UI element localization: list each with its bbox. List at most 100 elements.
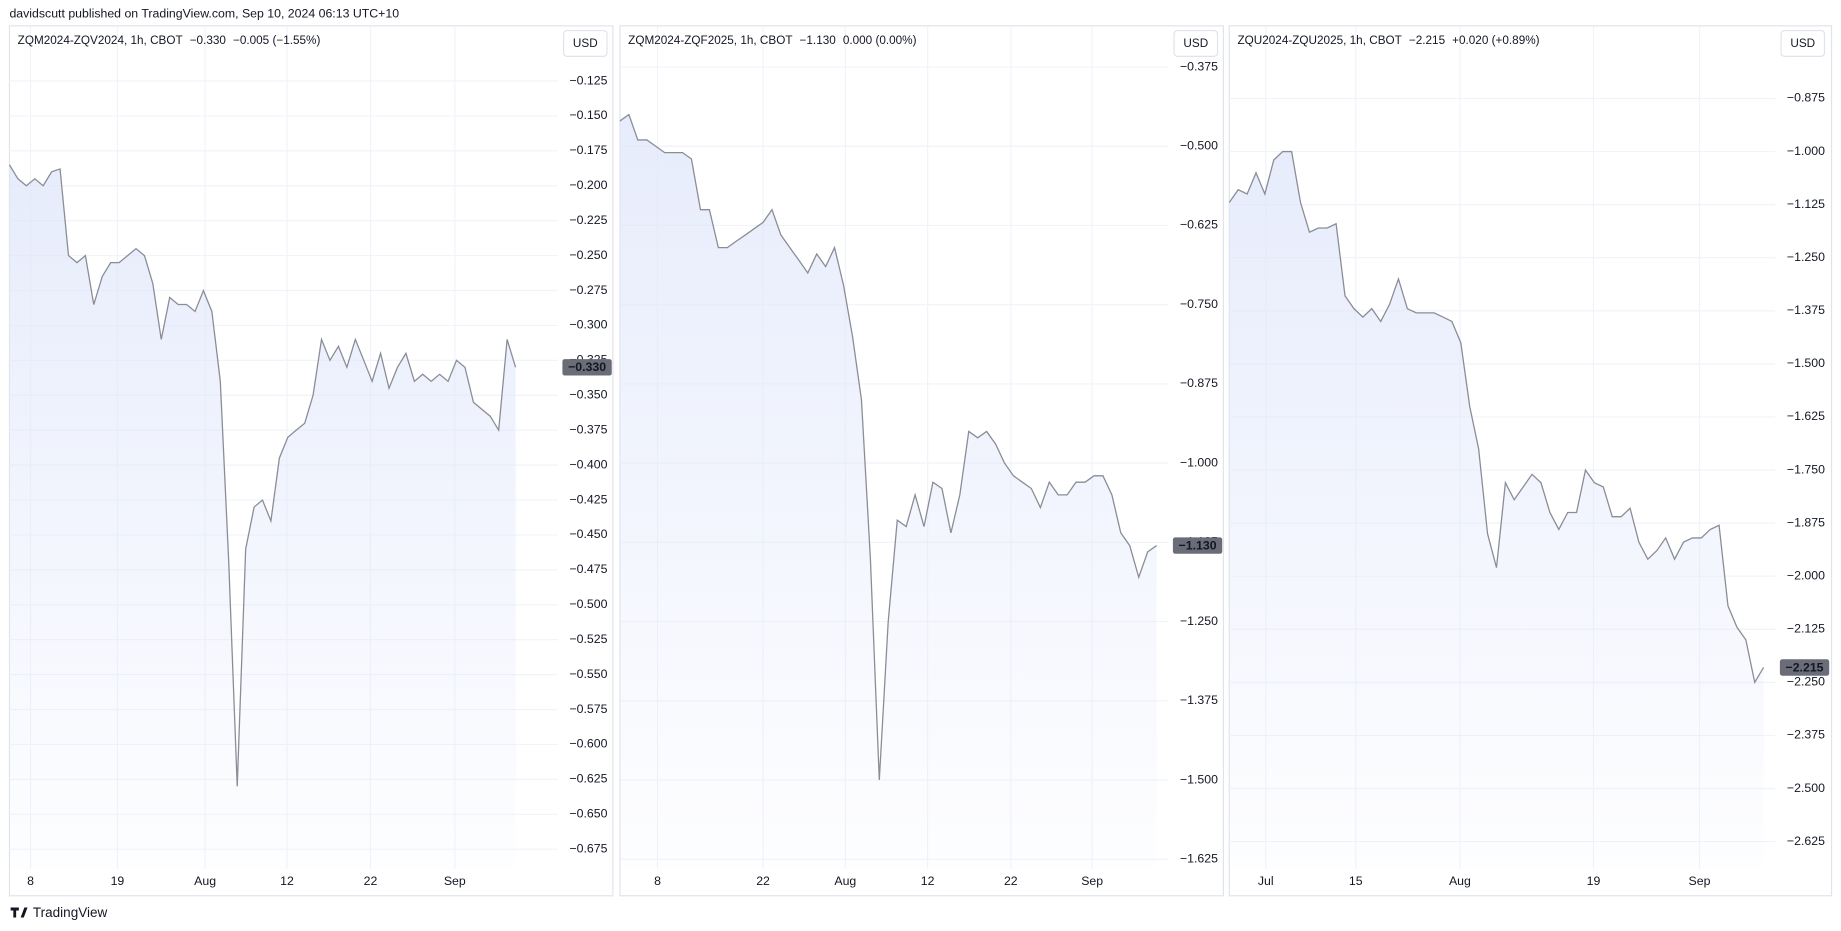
y-tick-label: −0.125 [569, 73, 607, 87]
y-tick-label: −0.475 [569, 562, 607, 576]
y-tick-label: −0.350 [569, 388, 607, 402]
x-tick-label: Sep [1081, 874, 1103, 888]
x-tick-label: 15 [1349, 874, 1363, 888]
y-tick-label: −0.450 [569, 527, 607, 541]
y-tick-label: −0.425 [569, 492, 607, 506]
y-tick-label: −1.625 [1787, 409, 1825, 423]
brand-name: TradingView [33, 905, 108, 920]
y-tick-label: −0.675 [569, 841, 607, 855]
x-tick-label: Aug [1449, 874, 1471, 888]
currency-button [1780, 29, 1826, 57]
legend-change: −0.005 (−1.55%) [233, 34, 321, 47]
y-tick-label: −0.650 [569, 807, 607, 821]
y-tick-label: −0.250 [569, 248, 607, 262]
y-tick-label: −0.875 [1180, 376, 1218, 390]
chart-panel: −0.375 −0.500 −0.625 −0.750 −0.875 −1.000 −1.1… [619, 25, 1224, 897]
price-badge-label: −0.330 [568, 360, 606, 374]
y-tick-label: −2.000 [1787, 568, 1825, 582]
y-tick-label: −0.625 [569, 772, 607, 786]
price-line [8, 164, 517, 787]
symbol-title: ZQM2024-ZQF2025, 1h, CBOT [628, 34, 792, 47]
y-tick-label: −2.375 [1787, 728, 1825, 742]
price-line [1228, 150, 1765, 685]
y-tick-label: −0.525 [569, 632, 607, 646]
y-tick-label: −1.250 [1180, 614, 1218, 628]
price-badge [1779, 659, 1830, 676]
y-tick-label: −1.875 [1787, 515, 1825, 529]
y-tick-label: −2.625 [1787, 834, 1825, 848]
y-tick-label: −0.550 [569, 667, 607, 681]
y-tick-label: −0.575 [569, 702, 607, 716]
price-badge-label: −2.215 [1786, 660, 1824, 674]
currency-label: USD [573, 37, 598, 50]
y-tick-label: −0.375 [1180, 59, 1218, 73]
y-tick-label: −1.125 [1787, 197, 1825, 211]
area-fill [619, 114, 1157, 869]
area-fill [1229, 151, 1764, 869]
x-tick-label: 22 [364, 874, 378, 888]
chart-panel: −0.875 −1.000 −1.125 −1.250 −1.375 −1.500 −1.6… [1228, 25, 1833, 897]
price-badge [1172, 537, 1223, 554]
price-line [619, 113, 1157, 781]
area-fill [9, 164, 516, 869]
price-badge-label: −1.130 [1179, 538, 1217, 552]
y-tick-label: −0.750 [1180, 297, 1218, 311]
logo-icon [10, 907, 28, 918]
y-tick-label: −1.625 [1180, 852, 1218, 866]
x-tick-label: 22 [756, 874, 770, 888]
currency-button [563, 29, 608, 57]
legend-change: +0.020 (+0.89%) [1452, 34, 1540, 47]
y-tick-label: −0.225 [569, 213, 607, 227]
y-tick-label: −2.250 [1787, 675, 1825, 689]
price-badge [562, 359, 612, 376]
x-tick-label: 8 [654, 874, 661, 888]
x-tick-label: Jul [1258, 874, 1274, 888]
y-tick-label: −0.600 [569, 737, 607, 751]
x-tick-label: 19 [1587, 874, 1601, 888]
chart-panel: −0.125 −0.150 −0.175 −0.200 −0.225 −0.250 −0.2… [8, 25, 614, 897]
y-tick-label: −1.250 [1787, 250, 1825, 264]
y-tick-label: −0.300 [569, 318, 607, 332]
x-tick-label: Aug [834, 874, 856, 888]
y-tick-label: −1.500 [1180, 772, 1218, 786]
y-tick-label: −1.500 [1787, 356, 1825, 370]
currency-label: USD [1183, 37, 1208, 50]
y-tick-label: −0.875 [1787, 91, 1825, 105]
legend-change: 0.000 (0.00%) [843, 34, 917, 47]
x-tick-label: 12 [921, 874, 935, 888]
y-tick-label: −0.500 [1180, 138, 1218, 152]
tradingview-logo: TradingView [10, 905, 108, 920]
y-tick-label: −0.200 [569, 178, 607, 192]
y-tick-label: −0.175 [569, 143, 607, 157]
x-tick-label: 8 [27, 874, 34, 888]
y-tick-label: −0.625 [1180, 218, 1218, 232]
currency-button [1173, 29, 1219, 57]
y-tick-label: −1.000 [1787, 144, 1825, 158]
legend-price: −0.330 [190, 34, 227, 47]
y-tick-label: −0.150 [569, 108, 607, 122]
y-tick-label: −0.500 [569, 597, 607, 611]
y-tick-label: −0.375 [569, 422, 607, 436]
legend-price: −1.130 [800, 34, 837, 47]
symbol-title: ZQM2024-ZQV2024, 1h, CBOT [18, 34, 183, 47]
x-tick-label: Sep [444, 874, 466, 888]
y-tick-label: −1.375 [1180, 693, 1218, 707]
y-tick-label: −2.500 [1787, 781, 1825, 795]
y-tick-label: −2.125 [1787, 622, 1825, 636]
y-tick-label: −1.750 [1787, 462, 1825, 476]
x-tick-label: 19 [111, 874, 125, 888]
y-tick-label: −1.375 [1787, 303, 1825, 317]
currency-label: USD [1790, 37, 1815, 50]
publish-info: davidscutt published on TradingView.com,… [9, 6, 399, 20]
y-tick-label: −0.400 [569, 457, 607, 471]
x-tick-label: Sep [1689, 874, 1711, 888]
x-tick-label: Aug [194, 874, 216, 888]
legend-price: −2.215 [1409, 34, 1446, 47]
y-tick-label: −1.000 [1180, 455, 1218, 469]
y-tick-label: −0.275 [569, 283, 607, 297]
symbol-title: ZQU2024-ZQU2025, 1h, CBOT [1237, 34, 1401, 47]
x-tick-label: 22 [1004, 874, 1018, 888]
x-tick-label: 12 [280, 874, 294, 888]
